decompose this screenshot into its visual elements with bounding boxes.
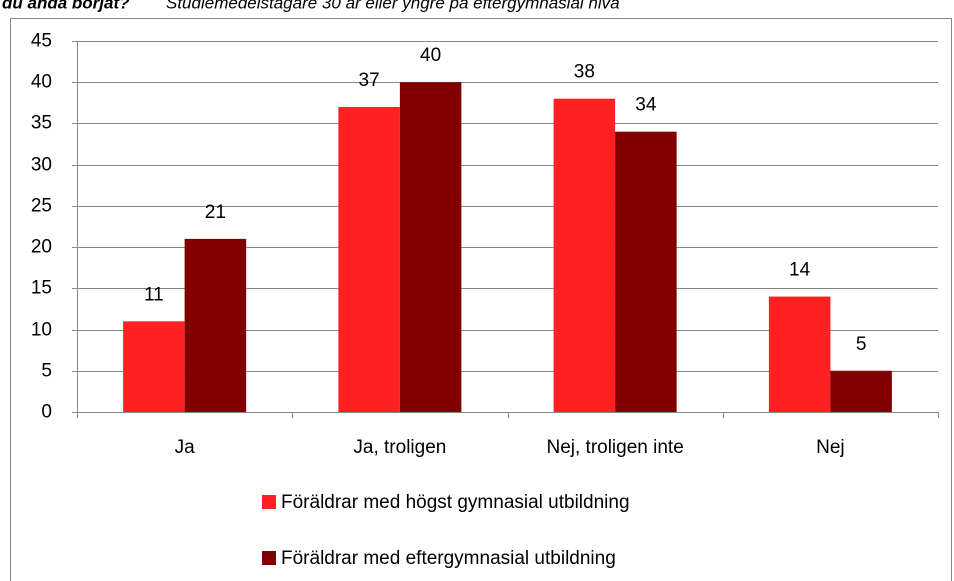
legend-label: Föräldrar med högst gymnasial utbildning [281,492,630,513]
y-tick-label: 10 [31,320,52,341]
y-tick-label: 40 [31,72,52,93]
bar [830,370,892,412]
x-tick-label: Nej, troligen inte [546,437,683,458]
legend-label: Föräldrar med eftergymnasial utbildning [281,548,616,569]
bar [338,106,400,412]
legend-swatch [262,551,276,565]
data-label: 5 [856,334,867,355]
bar [184,238,247,412]
bar [615,131,677,412]
y-tick-label: 25 [31,196,52,217]
y-tick-label: 35 [31,113,52,134]
y-tick-label: 45 [31,31,52,52]
x-tick-label: Ja [175,437,196,458]
y-tick-label: 5 [41,361,52,382]
bar [553,98,616,412]
chart-subtitle: Studiemedelstagare 30 år eller yngre på … [166,0,620,12]
data-label: 11 [144,284,164,305]
data-label: 37 [359,70,380,91]
legend-swatch [262,495,276,509]
y-tick-label: 15 [31,278,52,299]
y-tick-label: 20 [31,237,52,258]
data-label: 21 [205,202,226,223]
data-label: 34 [635,95,657,116]
bar [768,296,831,412]
chart-title: du ändå börjat? [2,0,130,12]
bar [123,321,185,412]
y-tick-label: 30 [31,155,52,176]
data-label: 38 [574,62,595,83]
data-label: 40 [420,45,441,66]
y-tick-label: 0 [41,402,52,423]
bar [399,82,462,412]
x-tick-label: Ja, troligen [353,437,446,458]
x-tick-label: Nej [816,437,845,458]
data-label: 14 [789,260,811,281]
